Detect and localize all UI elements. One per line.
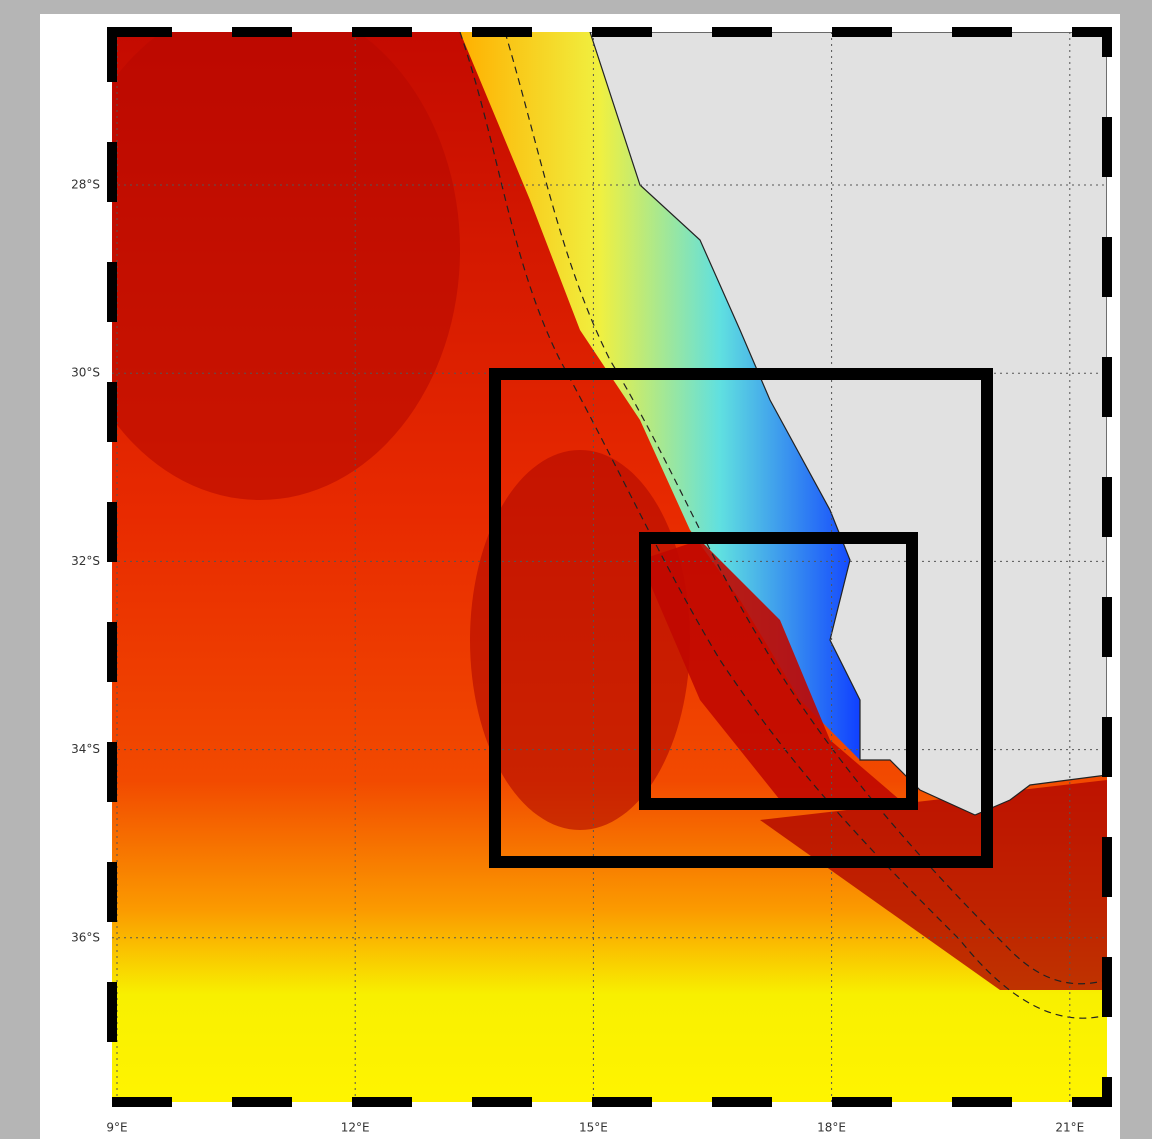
lat-tick-label: 28°S bbox=[71, 178, 100, 192]
lat-tick-label: 36°S bbox=[71, 930, 100, 944]
inner-domain-box bbox=[639, 532, 918, 810]
lon-tick-label: 15°E bbox=[579, 1121, 608, 1135]
outer-domain-box bbox=[489, 368, 993, 868]
lat-tick-label: 30°S bbox=[71, 366, 100, 380]
frame-border bbox=[107, 27, 1112, 1107]
lon-tick-label: 21°E bbox=[1055, 1121, 1084, 1135]
lon-tick-label: 12°E bbox=[341, 1121, 370, 1135]
lon-tick-label: 18°E bbox=[817, 1121, 846, 1135]
lon-tick-label: 9°E bbox=[106, 1121, 127, 1135]
sst-field bbox=[112, 32, 1107, 1102]
lat-tick-label: 34°S bbox=[71, 742, 100, 756]
lat-tick-label: 32°S bbox=[71, 554, 100, 568]
